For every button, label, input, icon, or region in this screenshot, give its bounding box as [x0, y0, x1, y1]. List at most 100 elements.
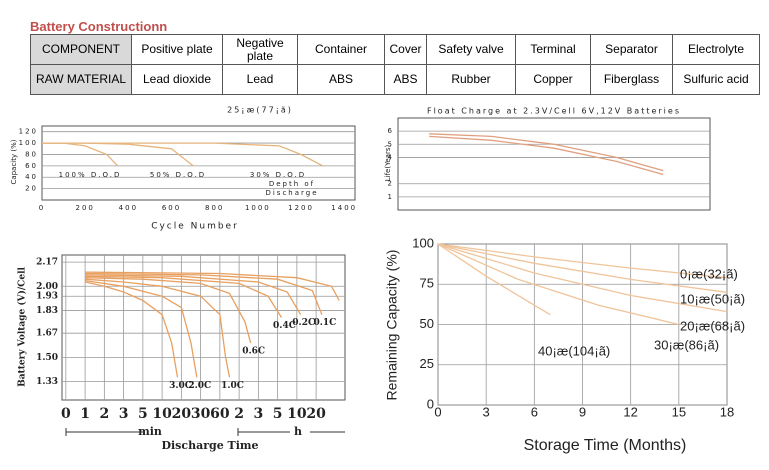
table-cell: Cover — [384, 34, 427, 65]
x-tick-label: 12 — [623, 404, 637, 419]
series-line — [85, 271, 340, 301]
x-tick-label: 9 — [579, 404, 586, 419]
series-label: 50% D.O.D — [150, 171, 206, 179]
x-tick-label: 400 — [119, 204, 138, 212]
annotation: Discharge — [265, 189, 318, 197]
y-tick-label: 100 — [19, 139, 38, 147]
table-cell: Lead — [222, 64, 298, 95]
table-cell: RAW MATERIAL — [30, 64, 132, 95]
x-tick-label: 2 — [99, 406, 109, 422]
y-tick-label: 80 — [25, 150, 38, 158]
table-cell: Sulfuric acid — [672, 64, 760, 95]
x-tick-label: 1000 — [245, 204, 271, 212]
series-line — [437, 243, 728, 293]
y-tick-label: 1.93 — [36, 292, 58, 302]
y-tick-label: 1.83 — [36, 306, 58, 316]
x-tick-label: 0 — [39, 204, 45, 212]
table-cell: Rubber — [426, 64, 516, 95]
y-tick-label: 60 — [25, 162, 38, 170]
series-label: 0.1C — [313, 318, 336, 328]
series-line — [85, 274, 302, 316]
plot-frame — [61, 254, 346, 401]
series-label: 0.4C — [273, 321, 296, 331]
y-tick-label: 20 — [25, 185, 38, 193]
table-cell: ABS — [297, 64, 385, 95]
series-line — [85, 277, 252, 344]
series-label: 1.0C — [221, 381, 244, 391]
y-tick-label: 2.17 — [36, 258, 58, 268]
y-tick-label: 25 — [420, 356, 434, 371]
table-body: COMPONENT Positive plate Negative plate Con… — [30, 34, 760, 95]
y-axis-label: Battery Voltage (V)/Cell — [17, 267, 28, 387]
x-tick-label: 18 — [720, 404, 734, 419]
x-tick-label: 1400 — [331, 204, 357, 212]
y-tick-label: 5 — [388, 140, 394, 148]
table-cell: Copper — [515, 64, 591, 95]
series-line — [85, 275, 283, 318]
y-tick-label: 6 — [388, 127, 394, 135]
x-axis-label: Discharge Time — [161, 439, 258, 452]
series-label: 0¡æ(32¡ã) — [680, 266, 738, 281]
table-cell: Lead dioxide — [131, 64, 223, 95]
x-axis-label: Cycle Number — [151, 222, 239, 232]
y-axis-label: Capacity (%) — [10, 139, 18, 184]
series-line — [437, 243, 728, 279]
y-tick-label: 2.00 — [36, 282, 58, 292]
series-line — [85, 279, 198, 378]
x-tick-label: 0 — [434, 404, 441, 419]
y-axis-label: Life(Years) — [384, 144, 392, 181]
plot-frame — [41, 125, 356, 201]
x-tick-label: 5 — [273, 406, 283, 422]
series-label: 2.0C — [188, 381, 211, 391]
document-title: Battery Constructionn — [30, 19, 168, 34]
x-tick-label: 10 — [287, 406, 307, 422]
series-line — [437, 243, 679, 326]
annotation: min — [138, 425, 162, 438]
x-tick-label: 10 — [152, 406, 172, 422]
table-cell: Safety valve — [426, 34, 516, 65]
table-cell: Electrolyte — [672, 34, 760, 65]
series-line — [437, 243, 551, 316]
series-label: 20¡æ(68¡ã) — [680, 318, 745, 333]
x-tick-label: 0 — [61, 406, 71, 422]
x-tick-label: 1200 — [288, 204, 314, 212]
y-tick-label: 1 — [388, 193, 394, 201]
series-line — [429, 135, 664, 176]
x-tick-label: 1 — [80, 406, 90, 422]
series-label: 30% D.O.D — [250, 171, 306, 179]
y-tick-label: 120 — [19, 128, 38, 136]
annotation: h — [294, 425, 302, 438]
y-tick-label: 1.50 — [36, 353, 58, 363]
y-tick-label: 40 — [25, 173, 38, 181]
table-cell: Terminal — [515, 34, 591, 65]
y-tick-label: 1.33 — [36, 377, 58, 387]
x-tick-label: 5 — [138, 406, 148, 422]
x-tick-label: 200 — [75, 204, 94, 212]
x-tick-label: 6 — [531, 404, 538, 419]
chart-title: Float Charge at 2.3V/Cell 6V,12V Batteri… — [427, 107, 681, 116]
x-tick-label: 20 — [172, 406, 192, 422]
series-line — [429, 133, 664, 172]
y-tick-label: 50 — [420, 316, 434, 331]
y-tick-label: 1.67 — [36, 329, 58, 339]
construction-table: COMPONENT Positive plate Negative plate Con… — [30, 34, 760, 95]
table-cell: ABS — [384, 64, 427, 95]
series-line — [85, 272, 323, 315]
x-tick-label: 3 — [483, 404, 490, 419]
y-tick-label: 75 — [420, 276, 434, 291]
x-tick-label: 20 — [306, 406, 326, 422]
x-tick-label: 2 — [234, 406, 244, 422]
annotation: Depth of — [269, 180, 315, 188]
series-label: 0.6C — [242, 347, 265, 357]
plot-frame — [397, 117, 711, 211]
table-cell: Fiberglass — [590, 64, 673, 95]
series-line — [42, 142, 323, 167]
series-label: 40¡æ(104¡ã) — [538, 343, 610, 358]
y-tick-label: 4 — [388, 153, 394, 161]
series-label: 10¡æ(50¡ã) — [680, 291, 745, 306]
x-tick-label: 600 — [162, 204, 181, 212]
y-tick-label: 2 — [388, 180, 394, 188]
y-tick-label: 0 — [427, 396, 434, 411]
